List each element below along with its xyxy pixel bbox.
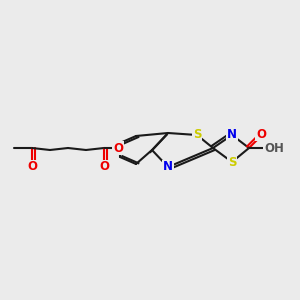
Text: N: N <box>227 128 237 142</box>
Text: OH: OH <box>264 142 284 154</box>
Text: O: O <box>99 160 109 173</box>
Text: S: S <box>228 155 236 169</box>
Text: O: O <box>256 128 266 140</box>
Text: S: S <box>193 128 201 142</box>
Text: O: O <box>113 142 123 154</box>
Text: N: N <box>163 160 173 173</box>
Text: O: O <box>27 160 37 173</box>
